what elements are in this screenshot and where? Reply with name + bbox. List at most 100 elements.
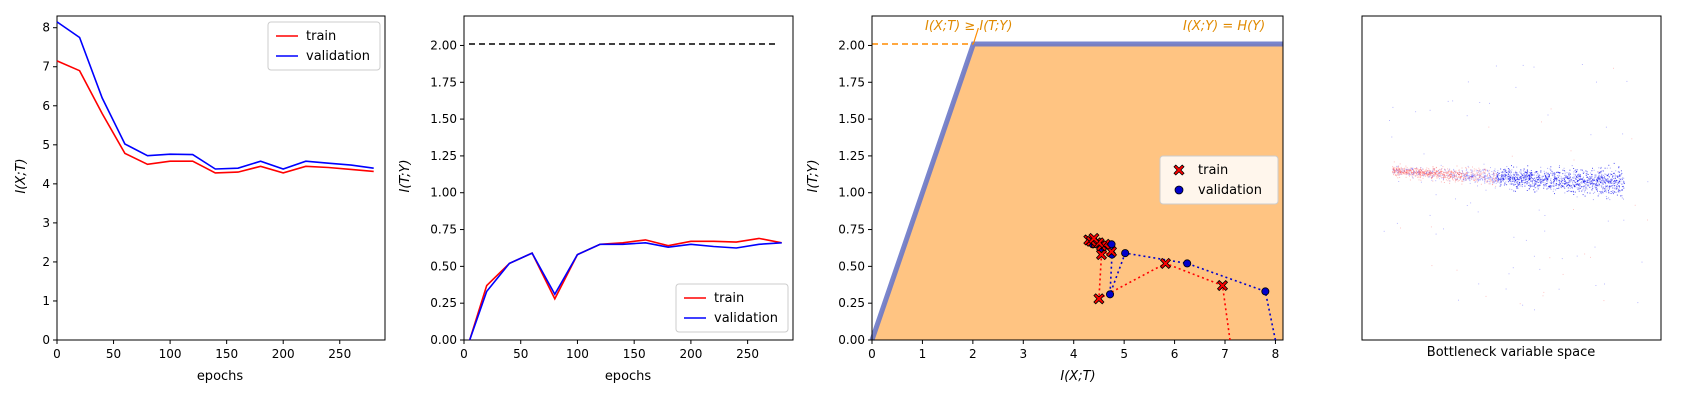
bottleneck-point xyxy=(1463,175,1465,177)
bottleneck-point xyxy=(1409,169,1411,171)
bottleneck-point xyxy=(1558,182,1560,184)
bottleneck-point xyxy=(1527,170,1529,172)
bottleneck-point xyxy=(1449,170,1451,172)
bottleneck-point xyxy=(1623,219,1625,221)
bottleneck-point xyxy=(1435,180,1437,182)
bottleneck-point xyxy=(1602,183,1604,185)
bottleneck-point xyxy=(1430,172,1432,173)
bottleneck-point xyxy=(1600,181,1601,183)
bottleneck-point xyxy=(1516,177,1518,179)
bottleneck-point xyxy=(1541,178,1543,180)
bottleneck-point xyxy=(1487,170,1489,172)
bottleneck-point xyxy=(1408,174,1410,176)
bottleneck-point xyxy=(1554,193,1555,195)
bottleneck-point xyxy=(1464,174,1466,176)
bottleneck-point xyxy=(1465,179,1467,181)
bottleneck-point xyxy=(1406,169,1408,171)
bottleneck-point xyxy=(1398,169,1399,171)
bottleneck-point xyxy=(1512,176,1514,178)
bottleneck-point xyxy=(1520,172,1522,174)
bottleneck-point xyxy=(1611,179,1613,181)
bottleneck-point xyxy=(1583,180,1585,182)
bottleneck-point xyxy=(1544,172,1546,174)
bottleneck-point xyxy=(1399,163,1401,165)
bottleneck-point xyxy=(1400,227,1401,229)
bottleneck-point xyxy=(1456,269,1458,271)
bottleneck-point xyxy=(1581,169,1583,171)
bottleneck-point xyxy=(1613,191,1615,193)
bottleneck-point xyxy=(1584,189,1586,191)
bottleneck-point xyxy=(1419,173,1421,175)
bottleneck-point xyxy=(1436,171,1438,173)
bottleneck-point xyxy=(1476,170,1478,172)
bottleneck-point xyxy=(1397,172,1398,174)
bottleneck-point xyxy=(1475,178,1477,180)
bottleneck-point xyxy=(1548,185,1550,187)
bottleneck-point xyxy=(1585,185,1587,187)
bottleneck-point xyxy=(1531,182,1533,184)
bottleneck-point xyxy=(1484,182,1486,184)
bottleneck-point xyxy=(1467,177,1468,179)
bottleneck-point xyxy=(1610,185,1612,187)
panel3-ytick-label: 0.75 xyxy=(838,223,865,237)
bottleneck-point xyxy=(1618,191,1620,193)
bottleneck-point xyxy=(1416,174,1418,176)
bottleneck-point xyxy=(1442,174,1444,176)
bottleneck-point xyxy=(1584,191,1586,193)
bottleneck-point xyxy=(1447,172,1449,174)
bottleneck-point xyxy=(1590,183,1592,185)
bottleneck-point xyxy=(1470,178,1472,180)
bottleneck-point xyxy=(1606,187,1608,189)
bottleneck-point xyxy=(1403,170,1405,172)
bottleneck-point xyxy=(1416,173,1417,175)
bottleneck-point xyxy=(1578,188,1580,190)
bottleneck-point xyxy=(1616,187,1618,189)
bottleneck-point xyxy=(1597,179,1599,181)
bottleneck-point xyxy=(1502,176,1504,178)
bottleneck-point xyxy=(1462,172,1464,174)
bottleneck-point xyxy=(1570,180,1572,182)
panel1-xtick-label: 150 xyxy=(215,347,238,361)
bottleneck-point xyxy=(1527,165,1529,167)
bottleneck-point xyxy=(1455,179,1457,181)
bottleneck-point xyxy=(1417,171,1419,173)
bottleneck-point xyxy=(1492,172,1494,174)
bottleneck-point xyxy=(1552,185,1554,187)
bottleneck-point xyxy=(1509,180,1510,182)
bottleneck-point xyxy=(1426,173,1428,175)
bottleneck-point xyxy=(1529,176,1531,177)
bottleneck-point xyxy=(1396,169,1398,171)
bottleneck-point xyxy=(1496,175,1498,177)
bottleneck-point xyxy=(1550,179,1552,181)
bottleneck-point xyxy=(1570,150,1572,152)
bottleneck-point xyxy=(1471,175,1473,177)
bottleneck-point xyxy=(1470,176,1472,178)
bottleneck-point xyxy=(1592,187,1594,189)
bottleneck-point xyxy=(1452,178,1453,180)
bottleneck-point xyxy=(1600,172,1602,174)
panel2-xtick-label: 100 xyxy=(566,347,589,361)
bottleneck-point xyxy=(1589,183,1591,185)
bottleneck-point xyxy=(1405,174,1407,176)
bottleneck-point xyxy=(1446,174,1447,176)
bottleneck-point xyxy=(1600,180,1602,182)
bottleneck-point xyxy=(1606,185,1608,187)
bottleneck-point xyxy=(1585,170,1587,172)
bottleneck-point xyxy=(1419,171,1421,173)
bottleneck-point xyxy=(1559,182,1561,184)
bottleneck-point xyxy=(1508,174,1510,176)
bottleneck-point xyxy=(1601,176,1603,178)
bottleneck-point xyxy=(1568,175,1570,177)
bottleneck-point xyxy=(1406,170,1408,172)
bottleneck-point xyxy=(1455,171,1457,173)
bottleneck-point xyxy=(1417,172,1419,174)
bottleneck-point xyxy=(1431,172,1432,173)
bottleneck-point xyxy=(1613,180,1615,182)
bottleneck-point xyxy=(1494,181,1495,183)
bottleneck-point xyxy=(1461,172,1463,174)
bottleneck-point xyxy=(1451,173,1453,175)
bottleneck-point xyxy=(1449,173,1450,175)
bottleneck-point xyxy=(1609,167,1611,169)
bottleneck-point xyxy=(1623,181,1625,183)
bottleneck-point xyxy=(1587,185,1589,187)
